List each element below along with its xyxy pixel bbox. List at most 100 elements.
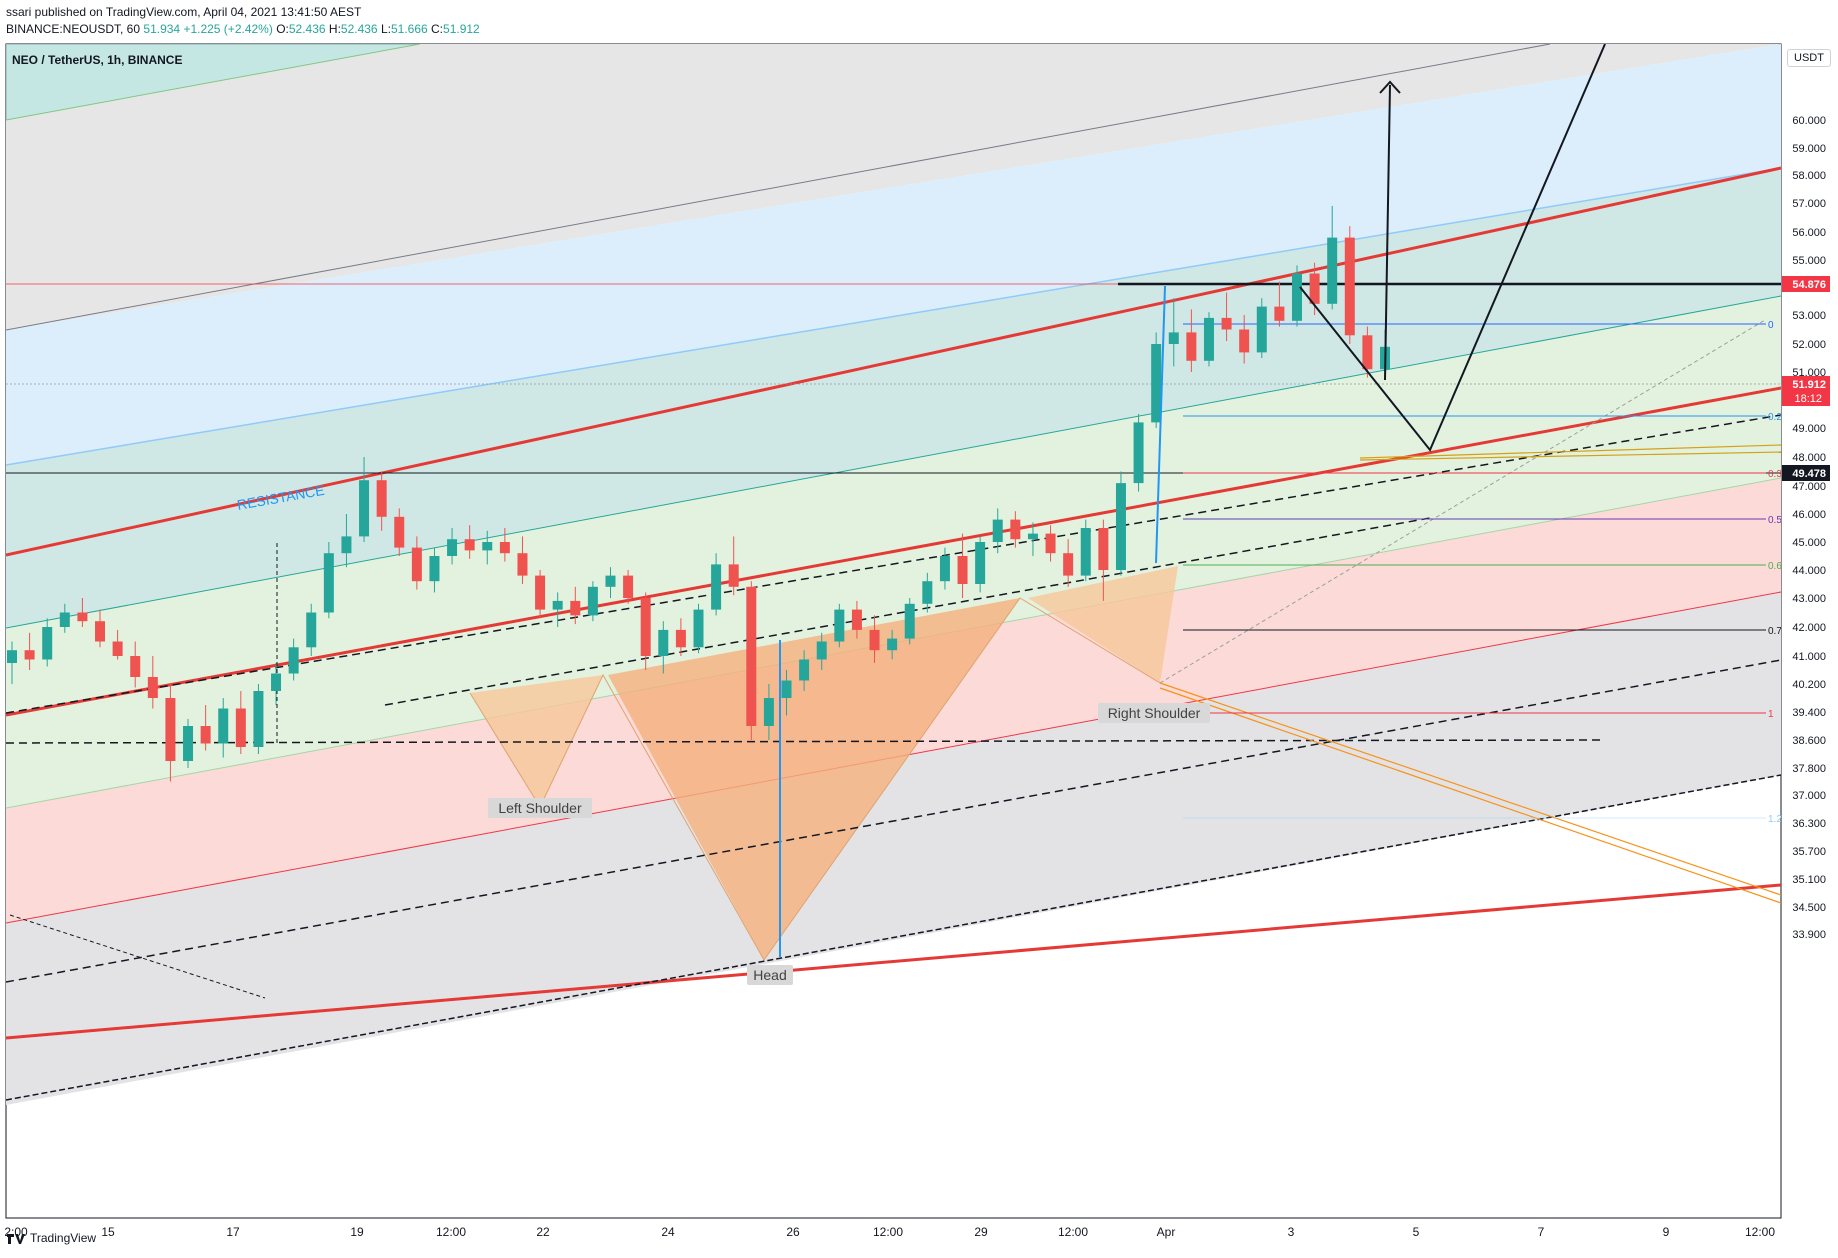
candle-body	[1256, 306, 1267, 353]
candle-body	[640, 598, 651, 656]
dashed-upper-channel	[384, 517, 1431, 706]
candle-body	[95, 621, 106, 642]
high-value: 52.436	[340, 22, 378, 36]
candle-body	[1221, 317, 1232, 330]
candle-body	[1045, 533, 1056, 554]
price-label-54876-text: 54.876	[1792, 279, 1826, 291]
candle-body	[711, 564, 722, 610]
x-tick-label: 12:00	[873, 1225, 903, 1239]
candle-body	[1239, 329, 1250, 353]
candle-body	[517, 553, 528, 576]
candle-body	[447, 539, 458, 556]
candle-body	[623, 575, 634, 598]
candle-body	[306, 612, 317, 648]
x-tick-label: 9	[1663, 1225, 1670, 1239]
hs-outline	[469, 597, 1161, 961]
candle-body	[675, 629, 686, 648]
orange-line-2	[1159, 687, 1781, 904]
candle-body	[587, 586, 598, 616]
last-price: 51.934	[143, 22, 181, 36]
candle-body	[323, 553, 334, 613]
tradingview-logo-icon	[7, 1234, 25, 1244]
x-tick-label: 17	[226, 1225, 240, 1239]
candle-body	[1151, 344, 1162, 423]
price-label-49478-bg	[1782, 465, 1830, 481]
candle-body	[763, 698, 774, 726]
candle-body	[218, 708, 229, 744]
price-label-49478: 49.478	[1782, 465, 1830, 481]
y-tick-label: 36.300	[1792, 818, 1826, 830]
left-shoulder-shape	[470, 675, 603, 807]
candle-body	[429, 556, 440, 582]
y-tick-label: 37.000	[1792, 790, 1826, 802]
candle-body	[1291, 273, 1302, 321]
dashed-lower-channel	[6, 774, 1781, 1101]
close-label: C:	[431, 22, 444, 36]
currency-badge[interactable]: USDT	[1787, 49, 1831, 67]
candle-body	[24, 650, 35, 660]
candle-body	[1115, 483, 1126, 570]
candle-body	[1168, 332, 1179, 344]
price-label-51912-text: 51.912	[1792, 379, 1826, 391]
candle-body	[1274, 306, 1285, 321]
y-tick-label: 43.000	[1792, 593, 1826, 605]
y-tick-label: 55.000	[1792, 255, 1826, 267]
candle-body	[130, 656, 141, 677]
candle-body	[376, 480, 387, 517]
channel-line-4	[6, 295, 1781, 629]
y-tick-label: 49.000	[1792, 423, 1826, 435]
dashed-horizontal	[6, 739, 1601, 744]
candle-body	[271, 673, 282, 691]
price-label-49478-text: 49.478	[1792, 468, 1826, 480]
candle-body	[1344, 237, 1355, 336]
footer-branding: TradingView	[6, 1230, 96, 1246]
candle-body	[728, 564, 739, 587]
x-tick-label: 12:00	[1745, 1225, 1775, 1239]
candle-body	[1010, 519, 1021, 540]
time-axis[interactable]: 2:00 15 17 19 12:00 22 24 26 12:00 29 12:00 Apr 3 5 7 9…	[4, 1225, 1775, 1239]
footer-brand-text: TradingView	[30, 1231, 97, 1245]
y-tick-label: 56.000	[1792, 227, 1826, 239]
dashed-neckline	[6, 414, 1781, 714]
candle-body	[288, 647, 299, 674]
candle-body	[183, 726, 194, 761]
fib-level-label: 0	[1768, 320, 1774, 331]
y-tick-label: 34.500	[1792, 902, 1826, 914]
y-tick-label: 53.000	[1792, 310, 1826, 322]
candle-body	[394, 516, 405, 548]
ohlc-readout: BINANCE:NEOUSDT, 60 51.934 +1.225 (+2.42…	[6, 21, 480, 38]
price-change: +1.225 (+2.42%)	[183, 22, 273, 36]
candle-body	[42, 627, 53, 660]
candlestick-series	[7, 205, 1390, 782]
candle-body	[165, 698, 176, 761]
y-tick-label: 40.200	[1792, 679, 1826, 691]
right-shoulder-label: Right Shoulder	[1098, 703, 1210, 723]
candle-body	[112, 641, 123, 656]
x-tick-label: 19	[350, 1225, 364, 1239]
chart-header: ssari published on TradingView.com, Apri…	[6, 4, 480, 38]
y-tick-label: 38.600	[1792, 735, 1826, 747]
candle-body	[482, 542, 493, 551]
candle-body	[605, 575, 616, 587]
chart-title: NEO / TetherUS, 1h, BINANCE	[12, 53, 182, 67]
gold-line-1	[1359, 444, 1781, 459]
x-tick-label: Apr	[1157, 1225, 1176, 1239]
left-shoulder-box	[488, 798, 592, 818]
x-tick-label: 3	[1288, 1225, 1295, 1239]
right-shoulder-box	[1098, 703, 1210, 723]
y-tick-label: 57.000	[1792, 198, 1826, 210]
price-axis[interactable]: 60.00059.00058.00057.00056.00055.00054.0…	[1792, 115, 1826, 941]
blue-vertical-1	[1155, 285, 1166, 564]
candle-body	[781, 680, 792, 698]
head-label: Head	[747, 965, 793, 985]
close-value: 51.912	[443, 22, 480, 36]
candle-body	[1203, 317, 1214, 361]
gold-line-2	[1359, 451, 1781, 461]
price-label-54876: 54.876	[1782, 276, 1830, 292]
candle-body	[922, 581, 933, 604]
y-tick-label: 60.000	[1792, 115, 1826, 127]
low-label: L:	[380, 22, 391, 36]
candle-body	[869, 629, 880, 651]
y-tick-label: 47.000	[1792, 481, 1826, 493]
